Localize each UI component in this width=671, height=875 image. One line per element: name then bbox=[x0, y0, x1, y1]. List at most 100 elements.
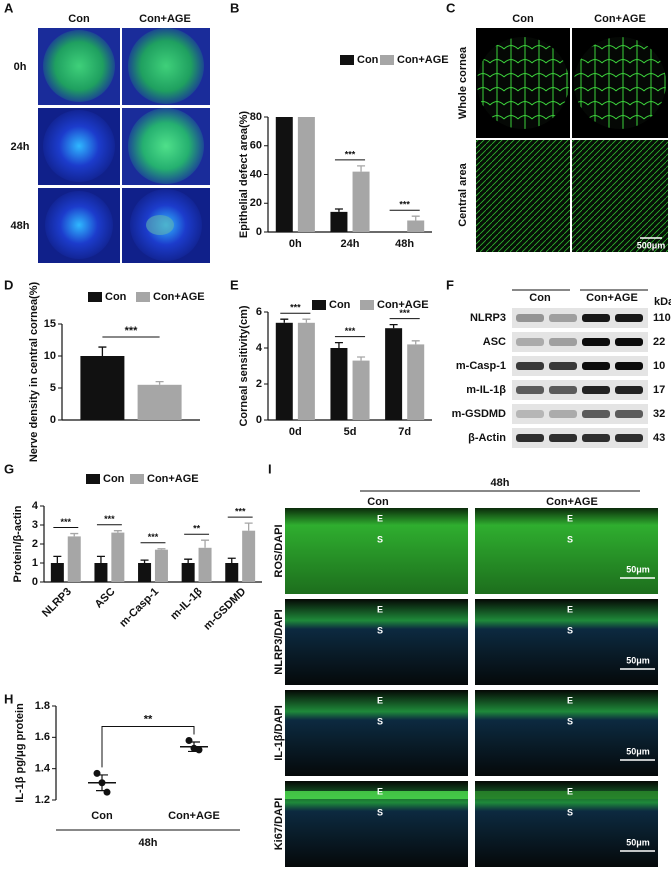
y-tick-label: 60 bbox=[250, 140, 262, 152]
legend-label: Con bbox=[329, 299, 351, 311]
significance-label: *** bbox=[61, 517, 72, 527]
x-tick-label: 0h bbox=[289, 238, 302, 250]
band bbox=[615, 434, 643, 442]
layer-label: S bbox=[377, 625, 383, 635]
y-axis-label: Corneal sensitivity(cm) bbox=[238, 305, 250, 426]
y-tick-label: 0 bbox=[256, 226, 262, 238]
band bbox=[549, 434, 577, 442]
x-tick-label: m-Casp-1 bbox=[117, 586, 161, 630]
y-tick-label: 80 bbox=[250, 111, 262, 123]
tissue-image bbox=[475, 508, 658, 594]
row-label: IL-1β/DAPI bbox=[273, 705, 285, 761]
band bbox=[516, 410, 544, 418]
x-tick-label: 0d bbox=[289, 426, 302, 438]
y-tick-label: 40 bbox=[250, 168, 262, 180]
bar bbox=[330, 348, 348, 420]
panel-label: A bbox=[4, 0, 14, 15]
panel-label: C bbox=[446, 0, 456, 15]
panel-label: H bbox=[4, 691, 13, 706]
error-bar bbox=[389, 323, 398, 329]
bar bbox=[80, 356, 125, 420]
tissue-images: ROS/DAPI E S E S 50μm NLRP3/DAPI E S E S 50μm IL-1β/… bbox=[273, 508, 658, 867]
layer-label: S bbox=[567, 534, 573, 544]
x-tick-label: 24h bbox=[341, 238, 360, 250]
column-header: Con bbox=[68, 13, 90, 25]
panel-label: E bbox=[230, 277, 239, 292]
tissue-image bbox=[285, 599, 468, 685]
bar bbox=[385, 328, 403, 420]
layer-label: S bbox=[567, 807, 573, 817]
column-header: Con bbox=[367, 496, 389, 508]
cornea-images bbox=[476, 28, 668, 252]
kda-label: 10 bbox=[653, 360, 665, 372]
error-bar bbox=[334, 208, 343, 212]
y-tick-label: 0 bbox=[50, 414, 56, 426]
column-header: Con+AGE bbox=[139, 13, 191, 25]
legend-swatch bbox=[88, 292, 102, 302]
row-label: Central area bbox=[457, 162, 469, 226]
panel-label: F bbox=[446, 277, 454, 292]
y-axis-label: IL-1β pg/μg protein bbox=[14, 703, 26, 803]
layer-label: E bbox=[377, 786, 383, 796]
bar bbox=[297, 322, 315, 420]
protein-label: m-IL-1β bbox=[466, 384, 506, 396]
significance-label: *** bbox=[104, 514, 115, 524]
legend-label: Con+AGE bbox=[147, 473, 199, 485]
band bbox=[516, 386, 544, 394]
tissue-image bbox=[285, 690, 468, 776]
scale-bar-label: 500μm bbox=[637, 240, 666, 250]
bar bbox=[138, 563, 152, 582]
layer-label: E bbox=[567, 786, 573, 796]
blot-strip bbox=[512, 404, 648, 424]
y-tick-label: 15 bbox=[44, 318, 56, 330]
x-tick-label: Con bbox=[91, 810, 113, 822]
significance-label: *** bbox=[399, 308, 410, 318]
layer-label: S bbox=[567, 716, 573, 726]
bar bbox=[330, 211, 348, 232]
significance-label: *** bbox=[399, 200, 410, 210]
significance-label: *** bbox=[235, 506, 246, 516]
eye-images bbox=[38, 28, 210, 263]
data-point bbox=[195, 746, 203, 754]
band bbox=[615, 362, 643, 370]
significance-label: *** bbox=[148, 532, 159, 542]
x-tick-label: NLRP3 bbox=[40, 586, 74, 620]
bar bbox=[242, 530, 256, 582]
panel-label: G bbox=[4, 461, 14, 476]
bar bbox=[275, 322, 293, 420]
layer-label: E bbox=[377, 513, 383, 523]
kda-label: 110 bbox=[653, 312, 671, 324]
error-bar bbox=[96, 555, 105, 563]
legend-label: Con+AGE bbox=[153, 291, 205, 303]
legend-label: Con bbox=[357, 54, 379, 66]
column-header: Con+AGE bbox=[594, 13, 646, 25]
y-tick-label: 0 bbox=[256, 414, 262, 426]
y-tick-label: 1 bbox=[32, 557, 38, 569]
x-tick-label: m-GSDMD bbox=[201, 586, 248, 633]
x-tick-label: Con+AGE bbox=[168, 810, 220, 822]
band bbox=[516, 314, 544, 322]
blot-strip bbox=[512, 308, 648, 328]
y-axis-label: Epithelial defect area(%) bbox=[238, 111, 250, 238]
significance-label: ** bbox=[144, 713, 153, 725]
layer-label: E bbox=[377, 695, 383, 705]
error-bar bbox=[411, 340, 420, 345]
band bbox=[549, 314, 577, 322]
row-label: Ki67/DAPI bbox=[273, 798, 285, 851]
error-bar bbox=[411, 215, 420, 221]
bar bbox=[94, 563, 108, 582]
kda-label: 32 bbox=[653, 408, 665, 420]
bar bbox=[275, 117, 293, 232]
bar bbox=[352, 171, 370, 232]
y-tick-label: 1.4 bbox=[35, 763, 51, 775]
y-tick-label: 1.6 bbox=[35, 731, 50, 743]
band bbox=[516, 362, 544, 370]
x-tick-label: 7d bbox=[398, 426, 411, 438]
blot-strip bbox=[512, 428, 648, 448]
kda-label: 22 bbox=[653, 336, 665, 348]
y-tick-label: 4 bbox=[256, 342, 263, 354]
x-tick-label: 5d bbox=[344, 426, 357, 438]
error-bar bbox=[334, 341, 343, 348]
y-tick-label: 2 bbox=[32, 538, 38, 550]
